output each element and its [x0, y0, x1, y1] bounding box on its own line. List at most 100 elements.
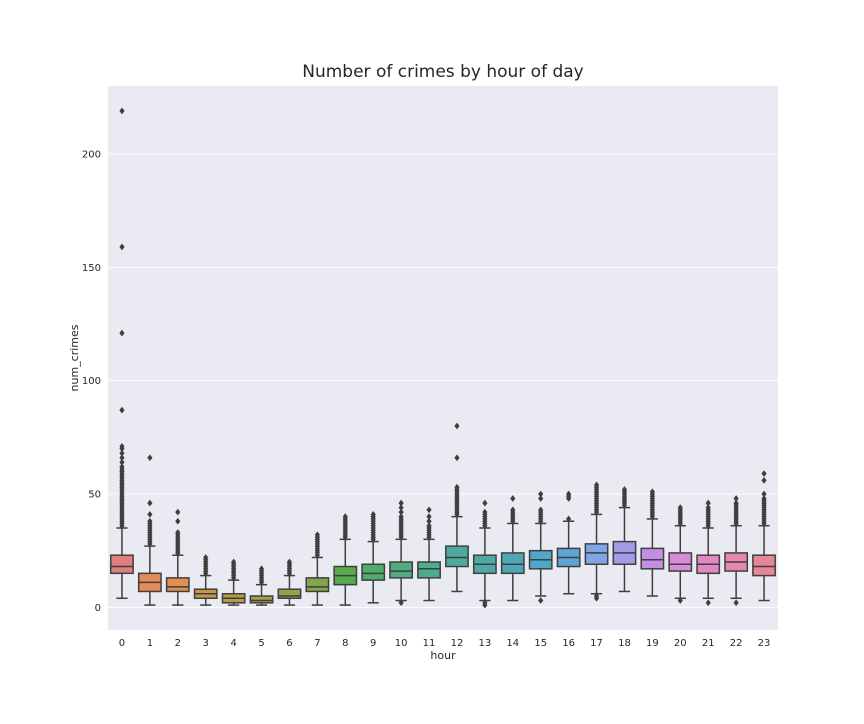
y-axis-label: num_crimes	[68, 324, 81, 391]
y-tick-label: 100	[82, 376, 101, 387]
x-axis-label: hour	[430, 649, 456, 662]
outlier-point	[426, 506, 432, 514]
outlier-point	[119, 454, 125, 462]
outlier-point	[761, 495, 767, 502]
outlier-point	[175, 529, 181, 536]
x-tick-label: 19	[646, 638, 659, 649]
outlier-point	[398, 499, 404, 507]
outlier-point	[147, 499, 153, 507]
outlier-point	[426, 513, 432, 521]
outlier-point	[147, 454, 153, 462]
outlier-point	[426, 517, 432, 525]
outlier-point	[510, 495, 516, 502]
box	[584, 543, 609, 566]
x-tick-label: 17	[590, 638, 603, 649]
outlier-point	[119, 243, 125, 251]
x-tick-label: 3	[203, 638, 209, 649]
x-tick-label: 4	[230, 638, 236, 649]
outlier-point	[119, 329, 125, 337]
y-tick-label: 50	[88, 490, 101, 501]
box	[277, 588, 302, 600]
outlier-point	[733, 499, 739, 507]
outlier-point	[342, 513, 348, 521]
plot-background	[108, 86, 778, 630]
outlier-point	[175, 508, 181, 516]
x-tick-label: 22	[730, 638, 743, 649]
outlier-point	[593, 592, 600, 600]
box	[640, 547, 665, 570]
x-tick-label: 1	[147, 638, 153, 649]
outlier-point	[621, 486, 628, 493]
x-tick-label: 15	[534, 638, 547, 649]
box	[668, 552, 693, 572]
y-tick-label: 200	[82, 150, 101, 161]
box	[165, 577, 190, 593]
outlier-point	[119, 449, 125, 457]
outlier-point	[538, 506, 544, 514]
outlier-point	[705, 599, 711, 607]
outlier-point	[733, 599, 739, 607]
outlier-point	[566, 515, 572, 523]
box	[249, 595, 274, 604]
x-tick-label: 0	[119, 638, 125, 649]
x-tick-label: 5	[258, 638, 264, 649]
box	[305, 577, 330, 593]
outlier-point	[286, 558, 293, 566]
outlier-point	[231, 558, 237, 566]
y-tick-label: 150	[82, 263, 101, 274]
x-tick-label: 13	[479, 638, 492, 649]
outlier-point	[119, 458, 125, 466]
x-tick-label: 6	[286, 638, 292, 649]
outlier-point	[370, 511, 376, 518]
outlier-point	[649, 488, 655, 496]
outlier-point	[454, 483, 460, 491]
outlier-point	[566, 490, 572, 498]
x-tick-label: 16	[562, 638, 575, 649]
outlier-point	[482, 508, 488, 516]
box	[389, 561, 414, 579]
outlier-point	[677, 504, 683, 511]
x-tick-label: 23	[758, 638, 771, 649]
box	[361, 563, 386, 581]
outlier-point	[482, 599, 488, 607]
outlier-point	[454, 422, 460, 430]
x-tick-label: 21	[702, 638, 715, 649]
x-tick-label: 9	[370, 638, 376, 649]
box	[752, 554, 776, 577]
x-tick-label: 20	[674, 638, 687, 649]
outlier-point	[454, 454, 460, 462]
outlier-point	[538, 490, 544, 498]
outlier-point	[677, 597, 683, 604]
outlier-point	[705, 499, 711, 507]
outlier-point	[398, 599, 404, 607]
outlier-point	[258, 565, 265, 573]
y-tick-label: 0	[95, 603, 101, 614]
box	[110, 554, 134, 575]
outlier-point	[398, 508, 404, 516]
outlier-point	[147, 511, 153, 518]
x-tick-label: 14	[506, 638, 519, 649]
box	[417, 561, 441, 579]
outlier-point	[761, 470, 767, 477]
outlier-point	[398, 513, 404, 521]
outlier-point	[761, 490, 767, 498]
x-tick-label: 12	[451, 638, 464, 649]
outlier-point	[147, 517, 153, 525]
outlier-point	[119, 406, 125, 414]
x-tick-label: 10	[395, 638, 408, 649]
outlier-point	[593, 481, 600, 489]
x-tick-label: 11	[423, 638, 436, 649]
outlier-point	[510, 506, 516, 514]
outlier-point	[203, 554, 209, 561]
outlier-point	[538, 495, 544, 502]
box	[445, 545, 469, 568]
outlier-point	[733, 495, 739, 502]
outlier-point	[426, 522, 432, 530]
outlier-point	[175, 517, 181, 525]
x-tick-label: 8	[342, 638, 348, 649]
outlier-point	[705, 504, 711, 511]
outlier-point	[398, 504, 404, 511]
outlier-point	[538, 597, 544, 604]
